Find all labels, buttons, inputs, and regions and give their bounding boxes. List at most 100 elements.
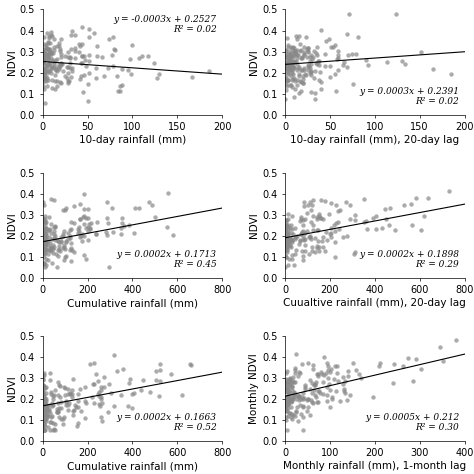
- Point: [281, 251, 289, 258]
- Point: [289, 53, 297, 61]
- Point: [41, 241, 48, 248]
- Point: [51, 427, 59, 434]
- Point: [284, 394, 292, 402]
- Point: [307, 53, 314, 61]
- Point: [100, 72, 108, 80]
- Point: [66, 389, 74, 397]
- Point: [40, 417, 48, 424]
- Point: [282, 240, 290, 247]
- Point: [108, 204, 115, 212]
- Point: [44, 246, 51, 254]
- Point: [55, 399, 62, 407]
- Point: [286, 235, 293, 242]
- Point: [316, 61, 323, 68]
- Point: [151, 213, 159, 220]
- Point: [46, 59, 53, 66]
- Point: [155, 392, 163, 400]
- Point: [283, 233, 290, 240]
- Point: [39, 78, 47, 86]
- Point: [60, 244, 68, 251]
- Point: [90, 381, 97, 388]
- Point: [290, 261, 297, 269]
- Point: [337, 397, 344, 405]
- Point: [57, 59, 64, 67]
- Point: [57, 237, 65, 245]
- Point: [46, 376, 54, 384]
- Point: [319, 233, 326, 241]
- Point: [45, 39, 52, 47]
- Point: [284, 55, 292, 63]
- Point: [44, 250, 52, 257]
- Point: [45, 46, 53, 54]
- Point: [282, 387, 289, 395]
- Point: [54, 264, 61, 271]
- Point: [79, 59, 86, 66]
- Point: [325, 380, 333, 388]
- Point: [308, 71, 315, 79]
- Point: [286, 64, 293, 71]
- Point: [53, 409, 61, 416]
- Point: [369, 393, 377, 401]
- Point: [283, 76, 290, 84]
- Point: [40, 238, 48, 246]
- Point: [64, 385, 72, 392]
- Point: [59, 61, 66, 68]
- Point: [97, 402, 104, 410]
- Point: [92, 230, 100, 238]
- Point: [293, 391, 301, 399]
- Point: [310, 212, 317, 219]
- Point: [52, 386, 59, 394]
- Point: [85, 69, 93, 77]
- Point: [293, 403, 301, 411]
- Point: [40, 407, 47, 414]
- Point: [283, 50, 291, 58]
- Point: [71, 401, 79, 409]
- Point: [305, 63, 313, 70]
- Point: [284, 404, 292, 412]
- Point: [41, 99, 48, 107]
- Point: [125, 221, 132, 229]
- Point: [296, 40, 304, 47]
- Point: [56, 382, 64, 390]
- Point: [57, 79, 64, 87]
- Point: [297, 87, 305, 94]
- Point: [42, 43, 50, 50]
- Point: [42, 415, 49, 423]
- Point: [296, 401, 303, 409]
- Point: [42, 261, 50, 269]
- Point: [287, 44, 295, 51]
- Point: [282, 226, 289, 233]
- Point: [345, 52, 352, 59]
- Point: [39, 389, 47, 396]
- Point: [77, 75, 84, 82]
- Point: [314, 215, 321, 223]
- Point: [40, 237, 47, 245]
- Point: [282, 60, 290, 67]
- Point: [288, 376, 296, 384]
- Point: [46, 246, 54, 254]
- Point: [43, 405, 51, 412]
- Point: [45, 34, 53, 42]
- Point: [309, 221, 317, 229]
- Point: [309, 398, 316, 406]
- Point: [48, 32, 56, 39]
- Text: y = 0.0002x + 0.1713
R² = 0.45: y = 0.0002x + 0.1713 R² = 0.45: [117, 250, 217, 269]
- Point: [357, 374, 365, 382]
- Point: [39, 45, 46, 53]
- Point: [40, 64, 48, 72]
- Point: [289, 230, 297, 237]
- Point: [153, 376, 160, 384]
- Point: [282, 219, 290, 226]
- Point: [287, 60, 295, 67]
- Point: [43, 235, 50, 243]
- Point: [42, 238, 50, 246]
- Point: [40, 395, 48, 403]
- Point: [290, 74, 298, 82]
- Point: [45, 60, 52, 68]
- Point: [325, 210, 333, 218]
- Point: [42, 245, 49, 253]
- Point: [281, 229, 289, 237]
- Point: [282, 232, 289, 239]
- Point: [309, 201, 316, 209]
- Point: [75, 48, 82, 56]
